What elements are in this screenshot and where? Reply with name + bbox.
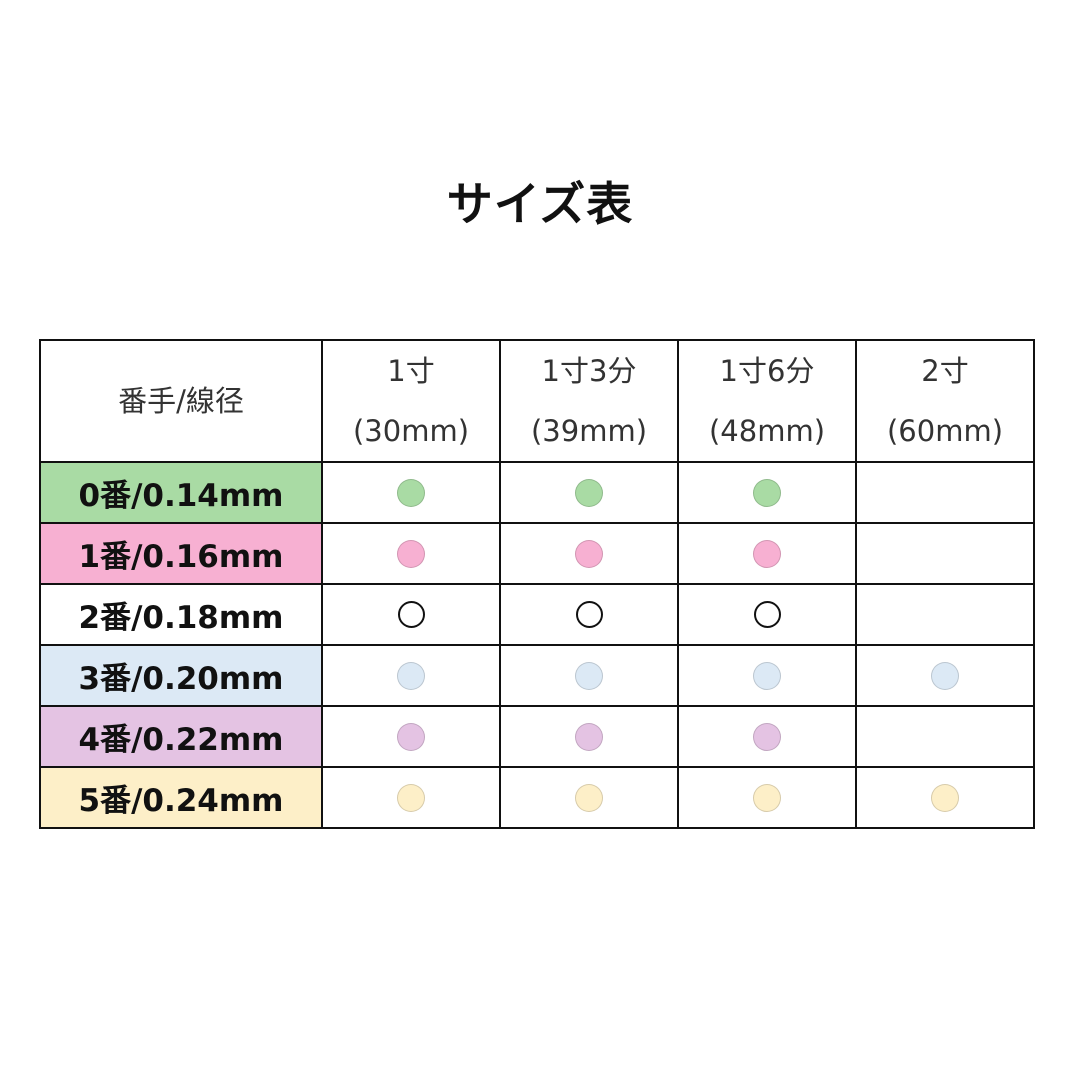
availability-circle-icon: [753, 722, 781, 751]
availability-circle-icon: [753, 601, 781, 628]
availability-cell: [499, 705, 679, 768]
availability-cell: [855, 705, 1035, 768]
header-row: 番手/線径 1寸 (30mm) 1寸3分 (39mm) 1寸6分 (48mm) 2寸 (…: [39, 339, 1035, 463]
column-size: 1寸: [387, 354, 435, 388]
availability-circle-icon: [397, 478, 425, 507]
availability-circle-icon: [397, 783, 425, 812]
column-size: 1寸6分: [719, 354, 815, 388]
column-header: 1寸 (30mm): [321, 339, 501, 463]
availability-circle-icon: [931, 783, 959, 812]
availability-circle-icon: [575, 661, 603, 690]
table-row: 0番/0.14mm: [39, 461, 1035, 524]
column-mm: (48mm): [708, 414, 826, 448]
row-label: 3番/0.20mm: [39, 644, 323, 707]
table-row: 4番/0.22mm: [39, 705, 1035, 768]
row-label: 2番/0.18mm: [39, 583, 323, 646]
availability-circle-icon: [575, 722, 603, 751]
row-label: 0番/0.14mm: [39, 461, 323, 524]
size-table: 番手/線径 1寸 (30mm) 1寸3分 (39mm) 1寸6分 (48mm) 2寸 (…: [39, 339, 1035, 829]
table-row: 5番/0.24mm: [39, 766, 1035, 829]
availability-circle-icon: [753, 478, 781, 507]
column-size: 1寸3分: [541, 354, 637, 388]
availability-circle-icon: [575, 478, 603, 507]
availability-cell: [855, 522, 1035, 585]
availability-circle-icon: [397, 661, 425, 690]
availability-circle-icon: [753, 661, 781, 690]
availability-cell: [855, 583, 1035, 646]
row-label: 4番/0.22mm: [39, 705, 323, 768]
availability-cell: [499, 644, 679, 707]
availability-cell: [499, 583, 679, 646]
availability-circle-icon: [397, 722, 425, 751]
availability-cell: [855, 766, 1035, 829]
availability-cell: [855, 461, 1035, 524]
availability-circle-icon: [575, 601, 603, 628]
availability-cell: [321, 583, 501, 646]
availability-cell: [677, 461, 857, 524]
availability-cell: [321, 461, 501, 524]
availability-circle-icon: [575, 783, 603, 812]
availability-cell: [677, 644, 857, 707]
table-row: 1番/0.16mm: [39, 522, 1035, 585]
column-header: 1寸6分 (48mm): [677, 339, 857, 463]
corner-header: 番手/線径: [39, 339, 323, 463]
column-size: 2寸: [921, 354, 969, 388]
availability-cell: [321, 644, 501, 707]
availability-cell: [321, 766, 501, 829]
availability-cell: [677, 766, 857, 829]
availability-cell: [499, 766, 679, 829]
availability-circle-icon: [753, 783, 781, 812]
column-mm: (60mm): [886, 414, 1004, 448]
page-title: サイズ表: [446, 177, 634, 231]
availability-cell: [677, 705, 857, 768]
row-label: 1番/0.16mm: [39, 522, 323, 585]
availability-cell: [499, 522, 679, 585]
column-header: 1寸3分 (39mm): [499, 339, 679, 463]
availability-cell: [321, 705, 501, 768]
table-row: 3番/0.20mm: [39, 644, 1035, 707]
availability-circle-icon: [753, 539, 781, 568]
availability-cell: [321, 522, 501, 585]
availability-cell: [499, 461, 679, 524]
availability-circle-icon: [575, 539, 603, 568]
column-header: 2寸 (60mm): [855, 339, 1035, 463]
availability-circle-icon: [397, 539, 425, 568]
availability-cell: [677, 522, 857, 585]
availability-cell: [677, 583, 857, 646]
column-mm: (30mm): [352, 414, 470, 448]
row-label: 5番/0.24mm: [39, 766, 323, 829]
availability-circle-icon: [397, 601, 425, 628]
table-row: 2番/0.18mm: [39, 583, 1035, 646]
column-mm: (39mm): [530, 414, 648, 448]
availability-circle-icon: [931, 661, 959, 690]
availability-cell: [855, 644, 1035, 707]
